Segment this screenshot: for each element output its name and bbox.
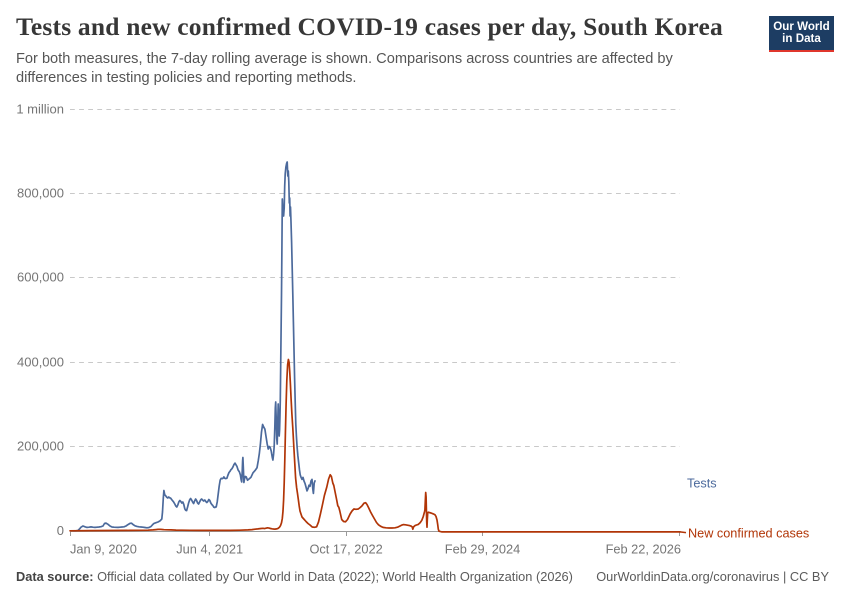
svg-text:600,000: 600,000 [17,269,64,284]
svg-text:0: 0 [57,523,64,538]
svg-text:Feb 22, 2026: Feb 22, 2026 [606,542,681,557]
svg-text:Jun 4, 2021: Jun 4, 2021 [176,542,243,557]
svg-text:Feb 29, 2024: Feb 29, 2024 [445,542,520,557]
svg-text:200,000: 200,000 [17,438,64,453]
svg-text:New confirmed cases: New confirmed cases [688,527,809,541]
svg-text:Oct 17, 2022: Oct 17, 2022 [309,542,382,557]
svg-text:800,000: 800,000 [17,185,64,200]
svg-text:1 million: 1 million [16,101,64,116]
svg-text:Tests: Tests [687,477,717,491]
svg-text:Jan 9, 2020: Jan 9, 2020 [70,542,137,557]
svg-text:400,000: 400,000 [17,354,64,369]
